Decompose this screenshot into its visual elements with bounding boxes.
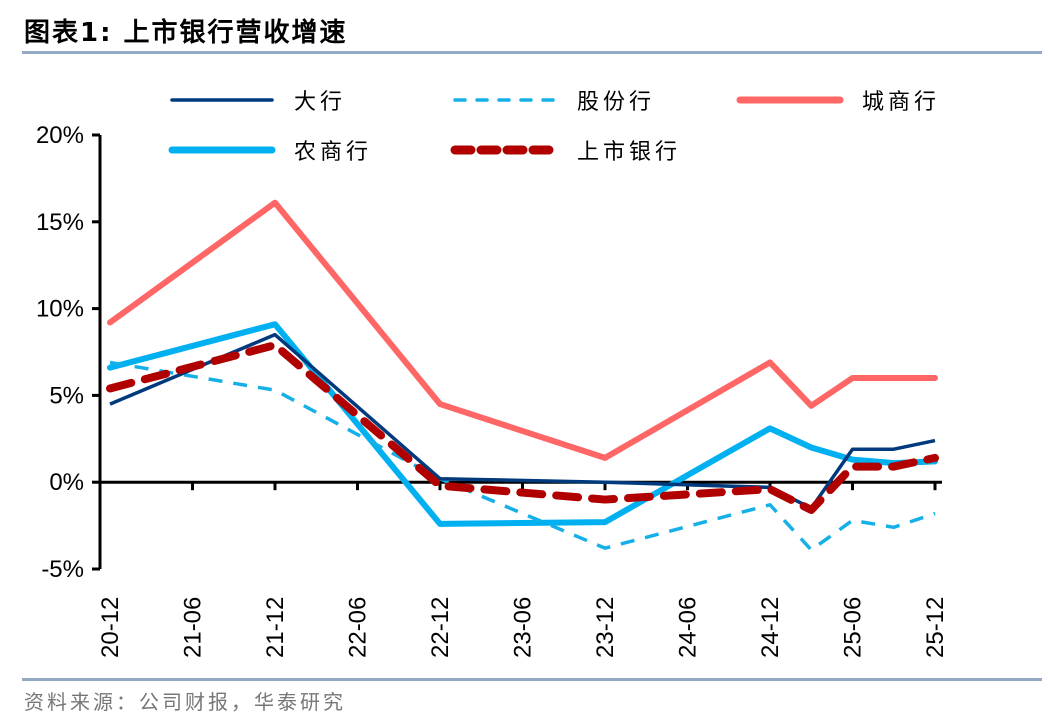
source-note: 资料来源：公司财报，华泰研究 (24, 690, 346, 714)
x-tick-label: 22-12 (427, 597, 454, 658)
x-tick-label: 21-12 (262, 597, 289, 658)
x-tick-label: 23-12 (592, 597, 619, 658)
x-tick-label: 21-06 (180, 597, 207, 658)
x-tick-label: 25-12 (922, 597, 949, 658)
y-tick-label: 10% (36, 296, 84, 323)
y-tick-label: -5% (41, 556, 84, 583)
x-tick-label: 24-06 (675, 597, 702, 658)
source-divider (22, 678, 1042, 681)
axes: -5% 0% 5% 10% 15% 20% 20-12 21-06 21-12 22-06 22-1… (36, 122, 949, 658)
y-tick-label: 15% (36, 209, 84, 236)
x-tick-label: 23-06 (510, 597, 537, 658)
legend-label: 大行 (294, 90, 346, 115)
x-tick-label: 22-06 (345, 597, 372, 658)
legend-label: 上市银行 (577, 140, 681, 165)
legend-label: 城商行 (862, 90, 940, 115)
series-layer (106, 199, 939, 552)
x-tick-label: 24-12 (757, 597, 784, 658)
series-line-农商行 (107, 321, 938, 527)
y-tick-label: 20% (36, 122, 84, 149)
y-tick-label: 5% (49, 382, 84, 409)
x-tick-label: 20-12 (97, 597, 124, 658)
legend-label: 股份行 (577, 90, 655, 115)
series-line-上市银行 (106, 341, 939, 514)
y-tick-label: 0% (49, 469, 84, 496)
series-line-城商行 (107, 199, 938, 461)
x-tick-label: 25-06 (840, 597, 867, 658)
legend-label: 农商行 (294, 140, 372, 165)
chart-title: 图表1: 上市银行营收增速 (24, 18, 348, 48)
title-divider (22, 51, 1042, 54)
series-line-股份行 (109, 360, 936, 552)
